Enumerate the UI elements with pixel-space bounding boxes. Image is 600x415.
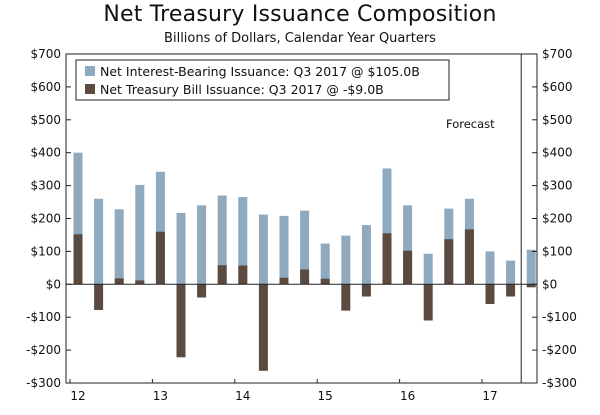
bar-treasury-bill-2016Q1	[403, 250, 413, 285]
bar-interest-bearing-2014Q3	[279, 215, 289, 285]
bar-treasury-bill-2015Q2	[341, 284, 351, 311]
bar-interest-bearing-2017Q1	[485, 251, 495, 285]
x-tick-label-13: 13	[153, 389, 168, 403]
y-tick-label-right: $400	[542, 146, 573, 160]
bar-treasury-bill-2013Q4	[217, 265, 227, 285]
bar-interest-bearing-2016Q2	[423, 253, 433, 285]
bar-interest-bearing-2017Q2	[506, 260, 516, 285]
y-tick-label-left: $500	[30, 113, 61, 127]
bar-treasury-bill-2014Q3	[279, 277, 289, 285]
y-tick-label-right: $200	[542, 212, 573, 226]
bar-treasury-bill-2014Q1	[238, 265, 248, 285]
bar-interest-bearing-2015Q3	[361, 225, 371, 285]
bar-interest-bearing-2015Q4	[382, 168, 392, 285]
bar-treasury-bill-2017Q2	[506, 284, 516, 297]
bar-interest-bearing-2013Q2	[176, 212, 186, 285]
chart-subtitle: Billions of Dollars, Calendar Year Quart…	[164, 31, 436, 46]
bar-treasury-bill-2016Q3	[444, 239, 454, 285]
bar-treasury-bill-2013Q3	[197, 284, 207, 298]
y-tick-label-right: $300	[542, 179, 573, 193]
bar-treasury-bill-2013Q2	[176, 284, 186, 358]
y-tick-label-left: -$300	[26, 376, 61, 390]
y-tick-label-right: $100	[542, 244, 573, 258]
bar-interest-bearing-2013Q3	[197, 205, 207, 285]
bar-treasury-bill-2017Q3	[526, 284, 536, 288]
bar-treasury-bill-2017Q1	[485, 284, 495, 304]
bar-interest-bearing-2015Q2	[341, 235, 351, 285]
bar-treasury-bill-2013Q1	[155, 231, 165, 285]
bar-interest-bearing-2016Q1	[403, 205, 413, 285]
bar-interest-bearing-2014Q2	[258, 214, 268, 285]
bar-interest-bearing-2017Q3	[526, 249, 536, 285]
bar-interest-bearing-2012Q1	[73, 152, 83, 285]
bar-treasury-bill-2016Q4	[464, 229, 474, 285]
bar-treasury-bill-2014Q4	[300, 269, 310, 285]
bar-interest-bearing-2012Q4	[135, 184, 145, 285]
bar-treasury-bill-2012Q1	[73, 234, 83, 285]
x-tick-label-16: 16	[400, 389, 415, 403]
bar-treasury-bill-2012Q2	[94, 284, 104, 310]
chart-title: Net Treasury Issuance Composition	[103, 2, 497, 27]
bar-treasury-bill-2015Q3	[361, 284, 371, 297]
y-tick-label-right: -$100	[542, 310, 577, 324]
y-tick-label-left: $100	[30, 244, 61, 258]
legend-label-treasury-bill: Net Treasury Bill Issuance: Q3 2017 @ -$…	[100, 82, 384, 97]
bar-interest-bearing-2012Q2	[94, 198, 104, 285]
bar-interest-bearing-2014Q1	[238, 197, 248, 285]
legend-label-interest-bearing: Net Interest-Bearing Issuance: Q3 2017 @…	[100, 64, 420, 79]
y-tick-label-left: $600	[30, 80, 61, 94]
legend-swatch-interest-bearing	[85, 66, 95, 76]
y-tick-label-right: $500	[542, 113, 573, 127]
bar-treasury-bill-2015Q4	[382, 233, 392, 285]
x-tick-label-17: 17	[482, 389, 497, 403]
forecast-label: Forecast	[446, 117, 495, 131]
legend: Net Interest-Bearing Issuance: Q3 2017 @…	[75, 59, 450, 101]
y-tick-label-left: $200	[30, 212, 61, 226]
bars-group	[73, 152, 536, 371]
y-tick-label-left: $0	[46, 277, 61, 291]
x-tick-label-15: 15	[318, 389, 333, 403]
x-tick-label-14: 14	[235, 389, 250, 403]
y-tick-label-right: -$300	[542, 376, 577, 390]
bar-interest-bearing-2014Q4	[300, 210, 310, 285]
y-tick-label-left: -$200	[26, 343, 61, 357]
y-tick-label-left: -$100	[26, 310, 61, 324]
legend-box	[75, 59, 450, 101]
y-tick-label-right: $600	[542, 80, 573, 94]
bar-treasury-bill-2012Q3	[114, 278, 124, 285]
bar-interest-bearing-2015Q1	[320, 243, 330, 285]
y-tick-label-right: -$200	[542, 343, 577, 357]
bar-treasury-bill-2015Q1	[320, 278, 330, 285]
bar-treasury-bill-2014Q2	[258, 284, 268, 371]
bar-interest-bearing-2012Q3	[114, 209, 124, 285]
legend-swatch-treasury-bill	[85, 84, 95, 94]
bar-treasury-bill-2012Q4	[135, 280, 145, 285]
y-tick-label-left: $400	[30, 146, 61, 160]
x-tick-label-12: 12	[70, 389, 85, 403]
bar-interest-bearing-2013Q1	[155, 171, 165, 285]
y-tick-label-right: $700	[542, 47, 573, 61]
bar-interest-bearing-2013Q4	[217, 195, 227, 285]
y-tick-label-left: $300	[30, 179, 61, 193]
axes-group: -$300 -$300 -$200 -$200 -$100 -$100 $0 $0 $100 $1…	[26, 47, 577, 403]
bar-treasury-bill-2016Q2	[423, 284, 433, 321]
y-tick-label-right: $0	[542, 277, 557, 291]
y-tick-label-left: $700	[30, 47, 61, 61]
